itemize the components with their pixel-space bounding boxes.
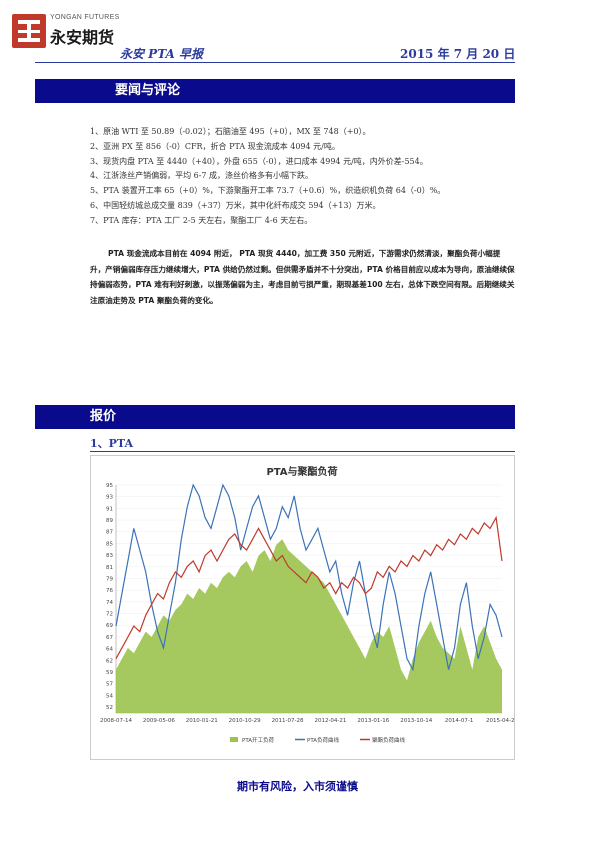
x-tick-label: 2015-04-27 xyxy=(486,718,515,724)
legend-label: PTA负荷曲线 xyxy=(307,736,340,744)
market-commentary: PTA 现金流成本目前在 4094 附近， PTA 现货 4440，加工费 35… xyxy=(90,249,515,305)
y-tick-label: 76 xyxy=(106,588,113,594)
y-tick-label: 57 xyxy=(106,682,113,688)
chart-title: PTA与聚酯负荷 xyxy=(266,465,337,478)
news-bullet: 2、亚洲 PX 至 856（-0）CFR，折合 PTA 现金流成本 4094 元… xyxy=(90,141,340,151)
logo-chinese: 永安期货 xyxy=(50,28,115,47)
news-bullet: 1、原油 WTI 至 50.89（-0.02）；石脑油至 495（+0），MX … xyxy=(90,127,371,136)
y-tick-label: 67 xyxy=(106,635,113,641)
x-tick-label: 2011-07-28 xyxy=(272,718,304,724)
y-tick-label: 69 xyxy=(106,623,113,629)
legend-label: PTA开工负荷 xyxy=(242,736,275,744)
y-tick-label: 95 xyxy=(106,483,113,489)
news-bullet: 3、现货内盘 PTA 至 4440（+40），外盘 655（-0），进口成本 4… xyxy=(90,156,428,166)
series-line-pta-load xyxy=(115,483,503,672)
pta-polyester-load-chart: PTA与聚酯负荷 52 54 57 59 62 64 67 69 72 74 76 79 81 83 85 8… xyxy=(90,455,515,760)
y-tick-label: 83 xyxy=(106,553,113,559)
y-tick-label: 64 xyxy=(106,647,113,653)
x-tick-label: 2014-07-1 xyxy=(445,718,473,724)
y-tick-label: 79 xyxy=(106,576,113,582)
y-tick-label: 52 xyxy=(106,705,113,711)
x-tick-label: 2010-01-21 xyxy=(186,718,218,724)
legend-label: 聚酯负荷曲线 xyxy=(372,736,406,744)
y-tick-label: 85 xyxy=(106,541,113,547)
yongan-logo-icon xyxy=(12,14,46,48)
y-tick-label: 87 xyxy=(106,530,113,536)
y-tick-label: 62 xyxy=(106,658,113,664)
y-tick-label: 54 xyxy=(106,693,113,699)
report-date: 2015 年 7 月 20 日 xyxy=(400,47,516,61)
y-tick-label: 81 xyxy=(106,565,113,571)
x-tick-label: 2013-10-14 xyxy=(400,718,432,724)
news-bullet: 4、江浙涤丝产销偏弱，平均 6-7 成，涤丝价格多有小幅下跌。 xyxy=(90,171,314,181)
news-bullet-list: 1、原油 WTI 至 50.89（-0.02）；石脑油至 495（+0），MX … xyxy=(90,125,510,229)
x-tick-label: 2012-04-21 xyxy=(314,718,346,724)
y-tick-label: 91 xyxy=(106,506,113,512)
x-tick-label: 2013-01-16 xyxy=(357,718,389,724)
x-tick-label: 2010-10-29 xyxy=(229,718,261,724)
y-tick-label: 74 xyxy=(106,600,113,606)
y-tick-label: 89 xyxy=(106,518,113,524)
y-tick-label: 72 xyxy=(106,612,113,618)
news-bullet: 6、中国轻纺城总成交量 839（+37）万米，其中化纤布成交 594（+13）万… xyxy=(90,200,381,210)
news-bullet: 5、PTA 装置开工率 65（+0）%，下游聚酯开工率 73.7（+0.6）%，… xyxy=(90,186,446,196)
x-tick-label: 2009-05-06 xyxy=(143,718,175,724)
report-title: 永安 PTA 早报 xyxy=(120,47,203,61)
subheading-pta: 1、PTA xyxy=(90,437,134,450)
legend-swatch xyxy=(230,737,238,742)
subheading-divider xyxy=(90,451,515,452)
news-bullet: 7、PTA 库存：PTA 工厂 2-5 天左右，聚酯工厂 4-6 天左右。 xyxy=(90,215,313,225)
y-tick-label: 93 xyxy=(106,495,113,501)
logo-english: YONGAN FUTURES xyxy=(50,14,120,21)
section-bar-news: 要闻与评论 xyxy=(35,79,515,103)
x-tick-label: 2008-07-14 xyxy=(100,718,132,724)
y-tick-label: 59 xyxy=(106,670,113,676)
section-bar-quote: 报价 xyxy=(35,405,515,429)
header-divider xyxy=(35,62,515,63)
series-area-pta-load xyxy=(116,539,502,713)
risk-disclaimer: 期市有风险，入市须谨慎 xyxy=(237,780,358,793)
series-line-polyester-load xyxy=(115,515,503,659)
